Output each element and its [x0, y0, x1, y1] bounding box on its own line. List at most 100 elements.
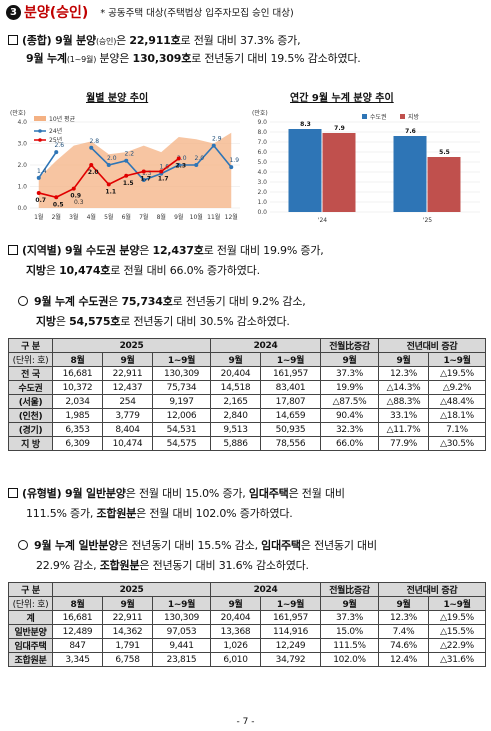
subheader: 9월 [320, 596, 380, 611]
y-tick-label: 1.0 [17, 184, 27, 191]
x-tick-label: 10월 [190, 213, 203, 221]
monthly-line-chart: (만호) 0.0 1.0 2.0 3.0 4.0 1월 2월 3월 4월 5월 6월 7월 8월 9월 10월… [10, 109, 240, 221]
table-cell: 74.6% [378, 638, 430, 653]
data-label: 1.7 [140, 175, 151, 182]
subheader: 1~9월 [152, 352, 211, 367]
data-label: 2.3 [175, 163, 186, 170]
data-label: 0.5 [53, 201, 64, 208]
bar [393, 136, 427, 212]
table-cell: 12.3% [378, 366, 430, 381]
type-line-1: (유형별) 9월 일반분양은 전월 대비 15.0% 증가, 임대주택은 전월 … [8, 486, 345, 502]
data-label: 1.7 [158, 175, 169, 182]
table-cell: 54,575 [152, 436, 211, 451]
table-cell: 14,518 [210, 380, 261, 395]
table-cell: △14.3% [378, 380, 430, 395]
row-label: 지 방 [8, 436, 53, 451]
header-mom: 전월比증감 [320, 338, 380, 353]
circle-bullet-icon [18, 540, 28, 550]
row-label: (경기) [8, 422, 53, 437]
x-tick-label: 11월 [207, 213, 220, 221]
subheader: 9월 [320, 352, 380, 367]
legend-swatch [362, 114, 367, 119]
table-cell: 66.0% [320, 436, 380, 451]
header-unit: (단위: 호) [8, 352, 53, 367]
y-tick-label: 1.0 [257, 199, 267, 206]
table-cell: 13,368 [210, 624, 261, 639]
table-cell: △19.5% [428, 610, 487, 625]
header-category: 구 분 [8, 338, 53, 353]
table-row: 계 16,681 22,911 130,309 20,404 161,957 37.3% 12… [8, 610, 487, 625]
header-mom: 전월比증감 [320, 582, 380, 597]
y-tick-label: 6.0 [257, 149, 267, 156]
data-point [89, 163, 94, 167]
annual-bar-chart: (만호) 0.0 1.0 2.0 3.0 4.0 5.0 6.0 7.0 8.0 9.0 수도권 지방 8… [252, 109, 480, 224]
subheader: 8월 [52, 352, 103, 367]
table-cell: 54,531 [152, 422, 211, 437]
table-cell: 3,779 [102, 408, 153, 423]
data-point [36, 190, 41, 195]
header-unit: (단위: 호) [8, 596, 53, 611]
x-tick-label: 3월 [69, 213, 78, 221]
type-line-2: 111.5% 증가, 조합원분은 전월 대비 102.0% 증가하였다. [26, 507, 293, 520]
table-cell: 10,474 [102, 436, 153, 451]
data-label: 5.5 [439, 149, 450, 156]
table-cell: 16,681 [52, 366, 103, 381]
table-cell: 3,345 [52, 652, 103, 667]
table-cell: 161,957 [259, 366, 322, 381]
table-cell: 32.3% [320, 422, 380, 437]
x-tick-label: 2월 [52, 213, 61, 221]
data-label: 2.6 [54, 142, 64, 149]
subheader: 9월 [210, 352, 261, 367]
region-cumulative-line-1: 9월 누계 수도권은 75,734호로 전년동기 대비 9.2% 감소, [18, 294, 306, 310]
data-label: 1.9 [229, 157, 239, 164]
table-cell: 7.4% [378, 624, 430, 639]
x-tick-label: '25 [423, 217, 432, 224]
data-point [159, 169, 164, 174]
legend-label: 10년 평균 [49, 115, 76, 123]
table-cell: 102.0% [320, 652, 380, 667]
data-label: 2.0 [177, 155, 187, 162]
x-tick-label: 8월 [157, 213, 166, 221]
data-label: 7.6 [405, 128, 416, 135]
table-row: 수도권 10,372 12,437 75,734 14,518 83,401 19.9% △1… [8, 380, 487, 395]
table-cell: 1,026 [210, 638, 261, 653]
region-line-2: 지방은 10,474호로 전월 대비 66.0% 증가하였다. [26, 264, 260, 277]
table-cell: 1,791 [102, 638, 153, 653]
legend-label: 지방 [408, 113, 420, 121]
table-cell: 254 [102, 394, 153, 409]
data-point [54, 195, 59, 200]
subheader: 9월 [102, 596, 153, 611]
table-cell: △88.3% [378, 394, 430, 409]
subheader: 1~9월 [428, 352, 487, 367]
table-cell: 14,362 [102, 624, 153, 639]
table-cell: 2,840 [210, 408, 261, 423]
table-cell: △87.5% [320, 394, 380, 409]
y-tick-label: 3.0 [257, 179, 267, 186]
x-tick-label: 7월 [139, 213, 148, 221]
table-row: (서울) 2,034 254 9,197 2,165 17,807 △87.5% △88.3%… [8, 394, 487, 409]
subheader: 9월 [102, 352, 153, 367]
header-yoy: 전년대비 증감 [378, 338, 487, 353]
y-tick-label: 0.0 [257, 209, 267, 216]
table-cell: 17,807 [259, 394, 322, 409]
type-table: 구 분 2025 2024 전월比증감 전년대비 증감 (단위: 호) 8월 9… [8, 582, 487, 667]
table-cell: 10,372 [52, 380, 103, 395]
row-label: 수도권 [8, 380, 53, 395]
summary-line-1: (종합) 9월 분양(승인)은 22,911호로 전월 대비 37.3% 증가, [8, 33, 301, 50]
row-label: 전 국 [8, 366, 53, 381]
data-label: 1.1 [105, 188, 116, 195]
table-cell: 6,758 [102, 652, 153, 667]
legend-swatch [400, 114, 405, 119]
header-2025: 2025 [52, 338, 211, 353]
circle-bullet-icon [18, 296, 28, 306]
data-label: 2.0 [194, 155, 204, 162]
y-tick-label: 5.0 [257, 159, 267, 166]
y-tick-label: 9.0 [257, 119, 267, 126]
table-cell: 9,197 [152, 394, 211, 409]
summary-line-2: 9월 누계(1~9월) 분양은 130,309호로 전년동기 대비 19.5% … [26, 52, 361, 65]
table-cell: △31.6% [428, 652, 487, 667]
table-cell: △48.4% [428, 394, 487, 409]
square-bullet-icon [8, 35, 18, 45]
row-label: 조합원분 [8, 652, 53, 667]
data-label: 2.2 [124, 151, 134, 158]
